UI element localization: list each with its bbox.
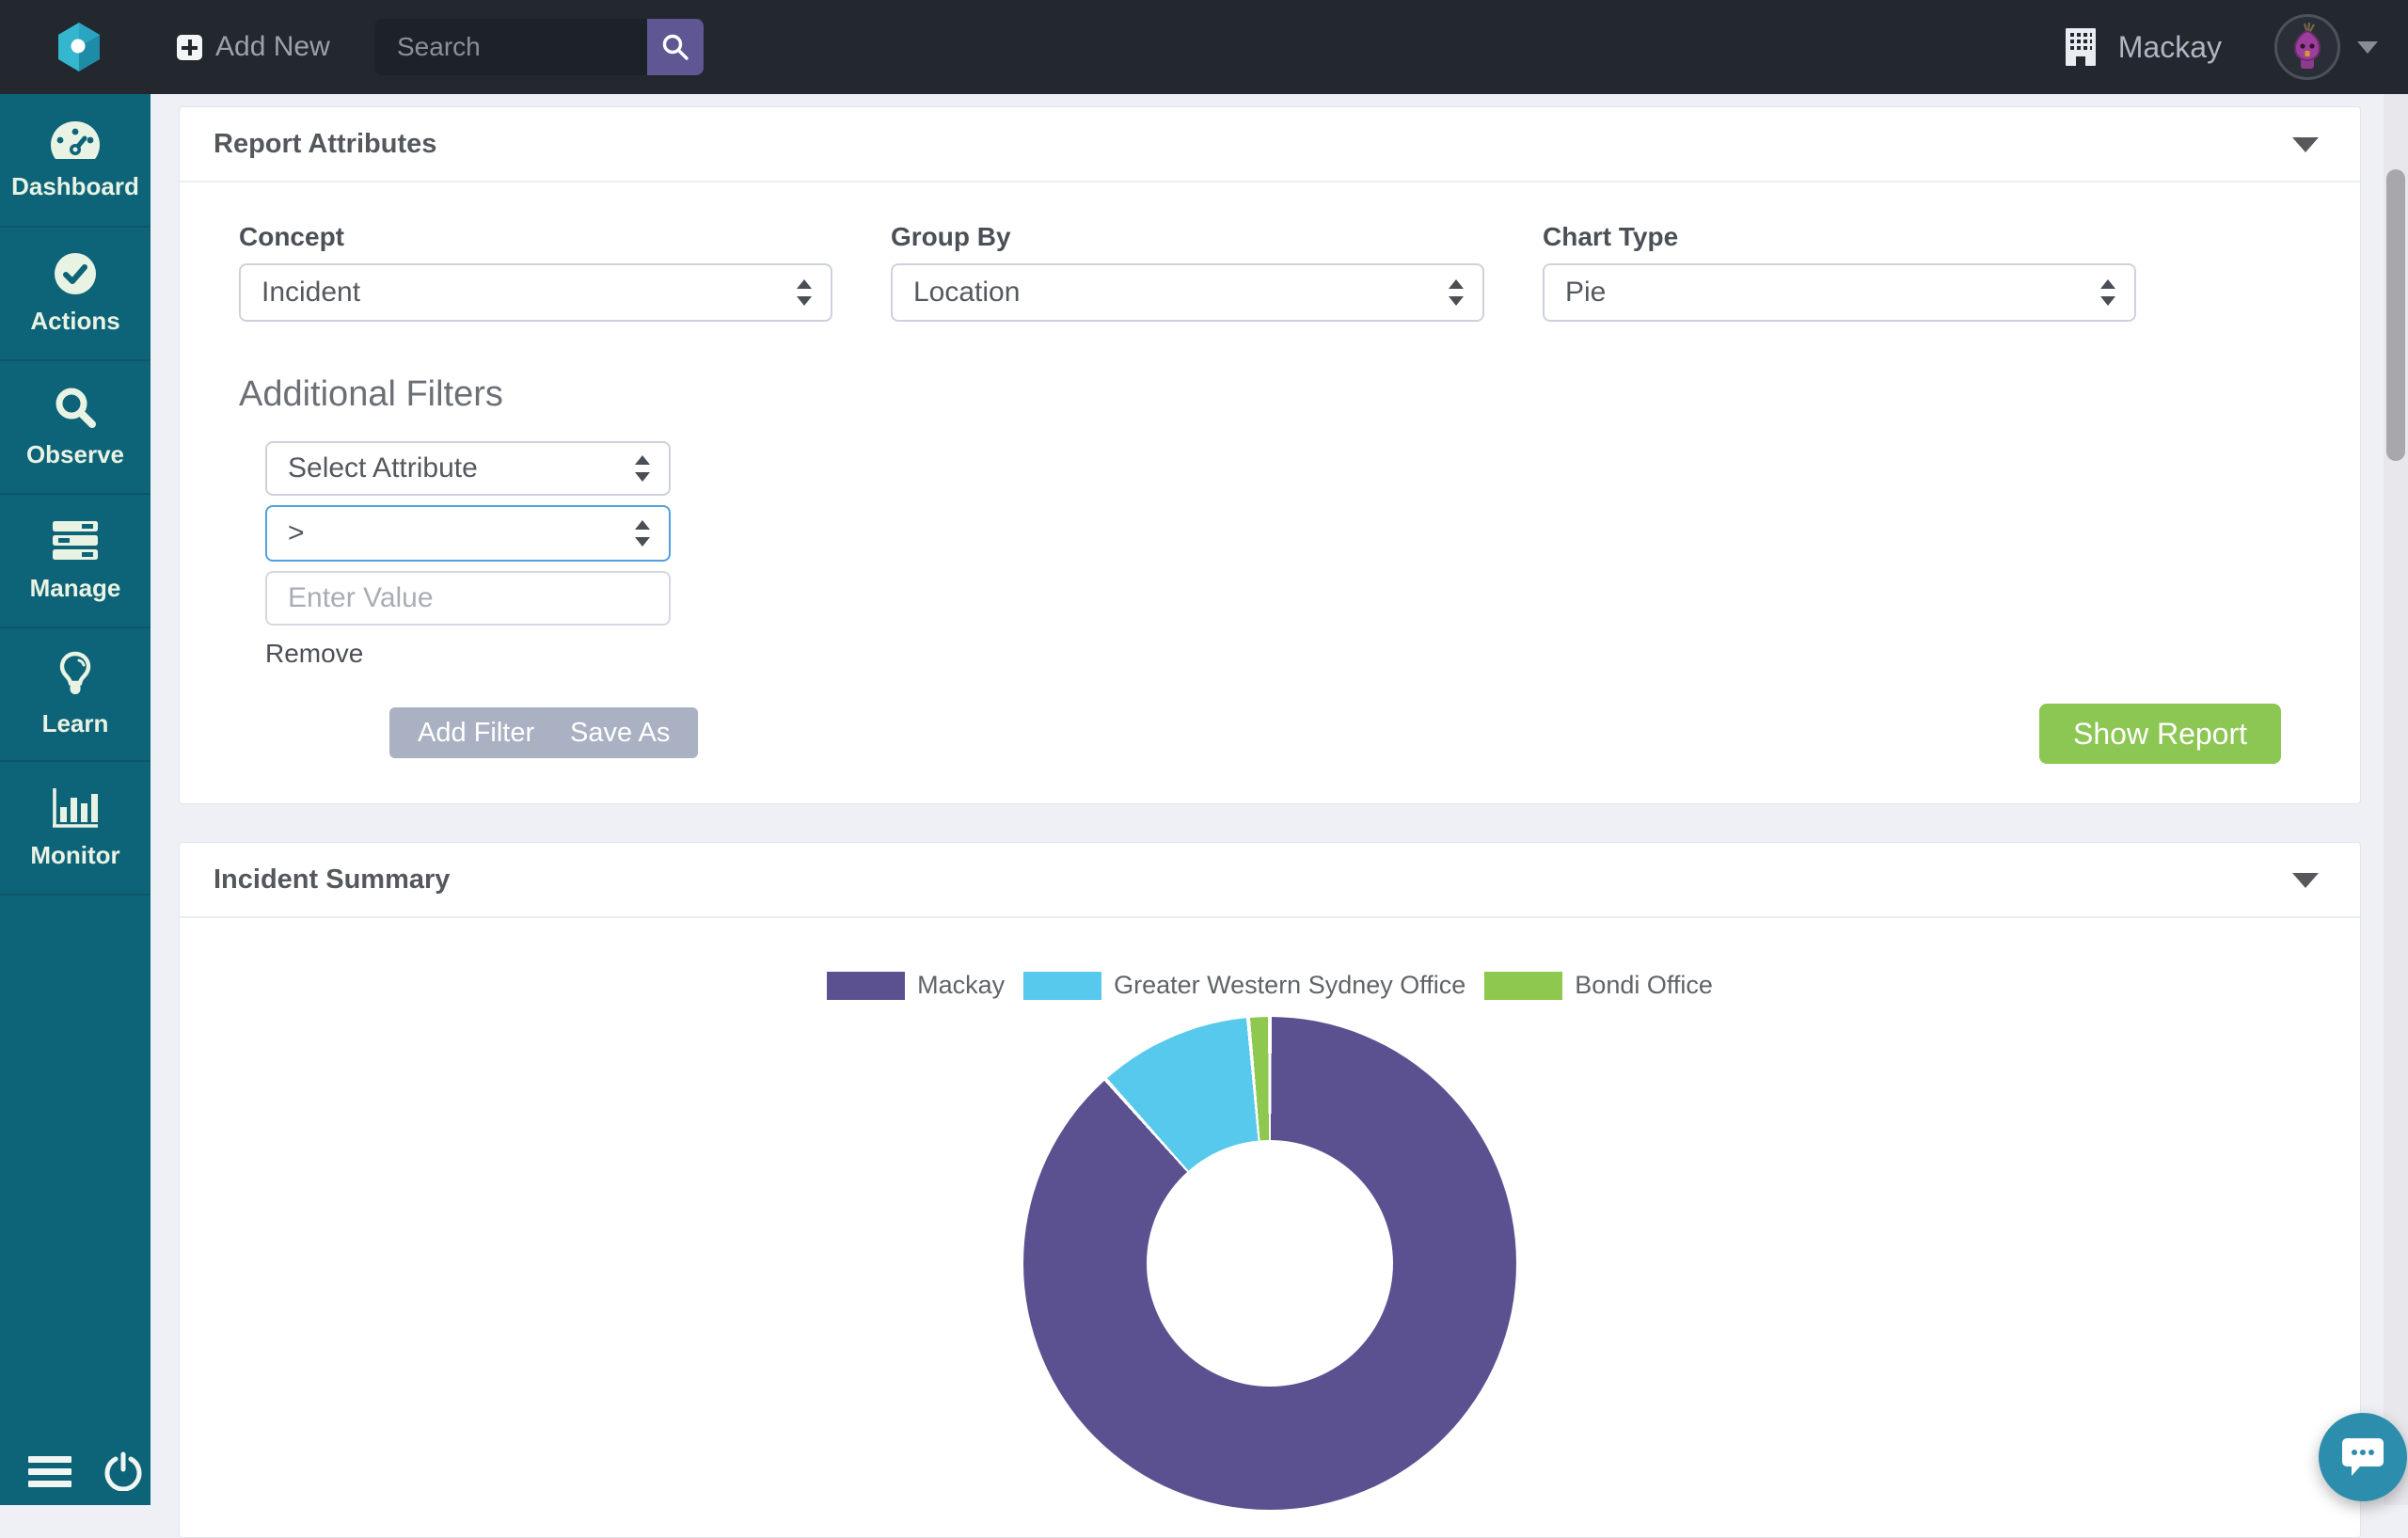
legend-swatch	[1484, 971, 1563, 1000]
sidebar-nav: Dashboard Actions Observe Manage	[0, 94, 150, 1505]
sidebar-item-label: Monitor	[30, 840, 120, 869]
donut-hole	[1147, 1140, 1393, 1387]
chat-launcher-button[interactable]	[2319, 1413, 2407, 1501]
group-by-field: Group By Location	[891, 222, 1484, 322]
save-as-button[interactable]: Save As	[542, 707, 699, 758]
sidebar-item-label: Manage	[29, 573, 121, 602]
show-report-button[interactable]: Show Report	[2039, 704, 2281, 764]
app-logo-icon[interactable]	[58, 23, 100, 71]
legend-item[interactable]: Bondi Office	[1484, 971, 1713, 1000]
scrollbar-track[interactable]	[2384, 94, 2408, 1505]
report-buttons-row: Add Filter Save As Show Report	[180, 690, 2360, 803]
search-button[interactable]	[647, 19, 704, 75]
chart-type-select[interactable]: Pie	[1543, 263, 2136, 322]
plus-icon	[177, 34, 202, 60]
filter-attribute-select[interactable]: Select Attribute	[265, 441, 671, 496]
additional-filters-title: Additional Filters	[239, 374, 503, 414]
menu-toggle-icon[interactable]	[28, 1455, 71, 1487]
legend-label: Greater Western Sydney Office	[1114, 971, 1466, 999]
sidebar-item-label: Actions	[30, 306, 120, 335]
chart-legend: Mackay Greater Western Sydney Office Bon…	[180, 971, 2360, 1000]
collapse-caret-icon[interactable]	[2292, 137, 2319, 152]
org-name: Mackay	[2117, 29, 2222, 64]
chart-type-value: Pie	[1565, 277, 1607, 308]
avatar[interactable]	[2274, 14, 2340, 80]
navbar-right: Mackay	[2064, 0, 2408, 94]
chat-bubble-icon	[2342, 1438, 2384, 1476]
avatar-character	[2293, 22, 2321, 69]
add-filter-button[interactable]: Add Filter	[389, 707, 563, 758]
donut-chart[interactable]	[1023, 1017, 1516, 1510]
sidebar-item-dashboard[interactable]: Dashboard	[0, 94, 150, 228]
select-arrows-icon	[635, 453, 650, 484]
select-arrows-icon	[1449, 277, 1464, 308]
concept-select[interactable]: Incident	[239, 263, 832, 322]
add-new-button[interactable]: Add New	[177, 0, 330, 94]
legend-label: Mackay	[917, 971, 1006, 999]
top-navbar: Add New Mackay	[0, 0, 2408, 94]
collapse-caret-icon[interactable]	[2292, 873, 2319, 888]
legend-swatch	[1023, 971, 1102, 1000]
gauge-icon	[51, 120, 100, 159]
sidebar-item-observe[interactable]: Observe	[0, 361, 150, 495]
search-input[interactable]	[374, 19, 647, 75]
filter-attribute-value: Select Attribute	[288, 452, 478, 484]
sidebar-item-learn[interactable]: Learn	[0, 628, 150, 762]
sidebar-item-manage[interactable]: Manage	[0, 495, 150, 628]
select-arrows-icon	[635, 518, 650, 548]
panel-title: Report Attributes	[214, 128, 437, 159]
report-attributes-panel: Report Attributes Concept Incident Group…	[179, 106, 2361, 804]
filter-value-input[interactable]	[265, 571, 671, 626]
sidebar-item-label: Learn	[41, 708, 109, 737]
search-icon	[662, 34, 689, 60]
group-by-select[interactable]: Location	[891, 263, 1484, 322]
chevron-down-icon[interactable]	[2357, 40, 2378, 54]
power-icon[interactable]	[103, 1451, 143, 1491]
org-selector[interactable]: Mackay	[2064, 26, 2222, 68]
sidebar-item-label: Dashboard	[11, 171, 139, 200]
select-arrows-icon	[797, 277, 812, 308]
legend-swatch	[827, 971, 906, 1000]
concept-field: Concept Incident	[239, 222, 832, 322]
search-icon	[55, 388, 96, 428]
filter-group: Select Attribute >	[265, 441, 671, 626]
legend-item[interactable]: Mackay	[827, 971, 1005, 1000]
remove-filter-link[interactable]: Remove	[265, 639, 364, 668]
sidebar-item-actions[interactable]: Actions	[0, 228, 150, 361]
search-group	[374, 19, 704, 75]
filter-operator-value: >	[288, 517, 305, 548]
concept-label: Concept	[239, 222, 344, 251]
sidebar-item-label: Observe	[25, 439, 125, 468]
select-arrows-icon	[2100, 277, 2115, 308]
scrollbar-thumb[interactable]	[2386, 169, 2405, 461]
panel-title: Incident Summary	[214, 864, 451, 895]
group-by-label: Group By	[891, 222, 1011, 251]
chart-type-field: Chart Type Pie	[1543, 222, 2136, 322]
lightbulb-icon	[59, 651, 91, 694]
add-new-label: Add New	[215, 31, 330, 62]
incident-summary-panel: Incident Summary Mackay Greater Western …	[179, 842, 2361, 1538]
concept-value: Incident	[261, 277, 361, 308]
sidebar-item-monitor[interactable]: Monitor	[0, 762, 150, 896]
server-stack-icon	[53, 520, 98, 560]
chart-type-label: Chart Type	[1543, 222, 1679, 251]
building-icon	[2065, 28, 2096, 66]
report-fields-row: Concept Incident Group By Location Chart…	[239, 222, 2360, 322]
group-by-value: Location	[913, 277, 1021, 308]
legend-label: Bondi Office	[1575, 971, 1713, 999]
incident-summary-header: Incident Summary	[180, 843, 2360, 918]
bar-chart-icon	[53, 787, 98, 828]
sidebar-footer	[0, 1437, 150, 1505]
report-attributes-header: Report Attributes	[180, 107, 2360, 182]
check-circle-icon	[55, 252, 96, 294]
filter-operator-select[interactable]: >	[265, 505, 671, 562]
legend-item[interactable]: Greater Western Sydney Office	[1023, 971, 1465, 1000]
